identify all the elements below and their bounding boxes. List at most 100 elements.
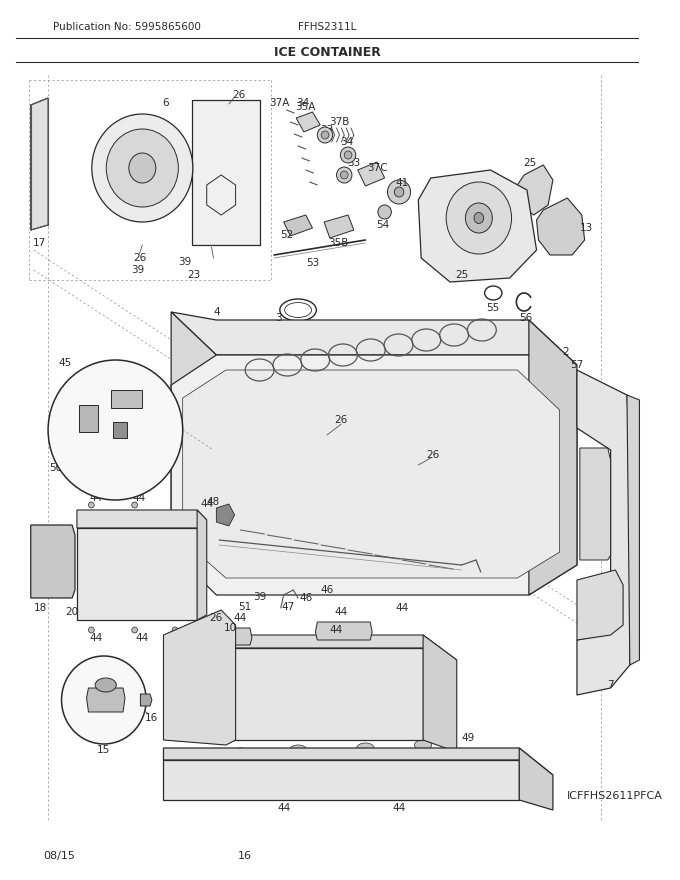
Circle shape (172, 502, 178, 508)
Text: 08/15: 08/15 (44, 851, 75, 861)
Polygon shape (296, 112, 320, 132)
Ellipse shape (95, 678, 116, 692)
Text: 26: 26 (426, 450, 439, 460)
Text: ICFFHS2611PFCA: ICFFHS2611PFCA (567, 791, 663, 801)
Polygon shape (192, 100, 260, 245)
Text: 35B: 35B (328, 238, 349, 248)
Circle shape (88, 627, 95, 633)
Text: 49: 49 (462, 733, 475, 743)
Polygon shape (358, 162, 385, 186)
Polygon shape (284, 215, 313, 236)
Text: 46: 46 (299, 593, 312, 603)
Ellipse shape (260, 660, 293, 675)
Text: 16: 16 (146, 713, 158, 723)
Ellipse shape (47, 553, 56, 567)
Text: 45A: 45A (136, 457, 156, 467)
Circle shape (121, 576, 129, 584)
Text: 34: 34 (296, 98, 309, 108)
Polygon shape (140, 694, 152, 706)
Text: 44: 44 (392, 803, 406, 813)
Ellipse shape (232, 748, 249, 758)
Text: 44: 44 (200, 499, 214, 509)
Text: 48: 48 (207, 497, 220, 507)
Text: 23: 23 (188, 270, 201, 280)
Text: 15: 15 (97, 745, 110, 755)
Text: 47: 47 (282, 602, 295, 612)
Circle shape (190, 707, 195, 713)
Polygon shape (31, 98, 48, 230)
Text: 13: 13 (580, 223, 593, 233)
Text: 37C: 37C (368, 163, 388, 173)
Text: 41: 41 (395, 178, 409, 188)
Polygon shape (163, 760, 520, 800)
Text: 55: 55 (487, 303, 500, 313)
Ellipse shape (290, 745, 307, 755)
Ellipse shape (204, 145, 248, 195)
Text: 50: 50 (49, 463, 63, 473)
Text: 45: 45 (58, 358, 72, 368)
Polygon shape (537, 198, 585, 255)
Text: 3: 3 (275, 313, 282, 323)
Polygon shape (324, 215, 354, 238)
Polygon shape (111, 390, 142, 408)
Text: 2: 2 (562, 347, 568, 357)
Polygon shape (163, 610, 235, 745)
Polygon shape (423, 635, 457, 752)
Circle shape (132, 502, 137, 508)
Polygon shape (197, 510, 207, 620)
Circle shape (318, 127, 333, 143)
Circle shape (197, 727, 203, 733)
Polygon shape (183, 370, 560, 578)
Text: 6: 6 (162, 98, 169, 108)
Circle shape (341, 171, 348, 179)
Polygon shape (171, 312, 216, 555)
Text: 45C: 45C (65, 393, 85, 403)
Text: 26: 26 (209, 613, 223, 623)
Polygon shape (520, 748, 553, 810)
Ellipse shape (129, 153, 156, 183)
Text: 25: 25 (455, 270, 469, 280)
Text: 20: 20 (65, 607, 79, 617)
Circle shape (175, 647, 181, 653)
Text: 44: 44 (90, 493, 103, 503)
Polygon shape (577, 370, 630, 695)
Circle shape (378, 205, 392, 219)
Polygon shape (418, 170, 537, 282)
Polygon shape (173, 635, 457, 660)
Polygon shape (171, 355, 577, 595)
Ellipse shape (357, 743, 374, 753)
Circle shape (337, 167, 352, 183)
Text: 26: 26 (335, 415, 348, 425)
Polygon shape (517, 165, 553, 215)
Text: 44: 44 (395, 603, 409, 613)
Text: 54: 54 (376, 220, 390, 230)
Text: 57: 57 (571, 360, 583, 370)
Polygon shape (114, 422, 127, 438)
Ellipse shape (106, 129, 178, 207)
Text: 4: 4 (213, 307, 220, 317)
Circle shape (394, 187, 404, 197)
Text: 37A: 37A (270, 98, 290, 108)
Text: 10: 10 (224, 623, 237, 633)
Polygon shape (316, 622, 372, 640)
Text: 26: 26 (133, 253, 146, 263)
Circle shape (112, 554, 119, 562)
Text: 51: 51 (239, 602, 252, 612)
Ellipse shape (465, 203, 492, 233)
Ellipse shape (474, 212, 483, 224)
Ellipse shape (211, 660, 245, 675)
Polygon shape (529, 320, 577, 595)
Text: 34: 34 (341, 137, 354, 147)
Polygon shape (627, 395, 639, 665)
Polygon shape (77, 510, 207, 528)
Circle shape (388, 180, 411, 204)
Polygon shape (77, 528, 197, 620)
Text: 44: 44 (330, 625, 343, 635)
Polygon shape (163, 748, 553, 775)
Text: 44: 44 (277, 803, 290, 813)
Circle shape (344, 151, 352, 159)
Circle shape (341, 147, 356, 163)
Text: 39: 39 (131, 265, 144, 275)
Circle shape (88, 502, 95, 508)
Text: FFHS2311L: FFHS2311L (298, 22, 356, 32)
